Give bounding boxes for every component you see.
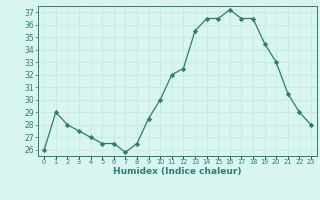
X-axis label: Humidex (Indice chaleur): Humidex (Indice chaleur) (113, 167, 242, 176)
